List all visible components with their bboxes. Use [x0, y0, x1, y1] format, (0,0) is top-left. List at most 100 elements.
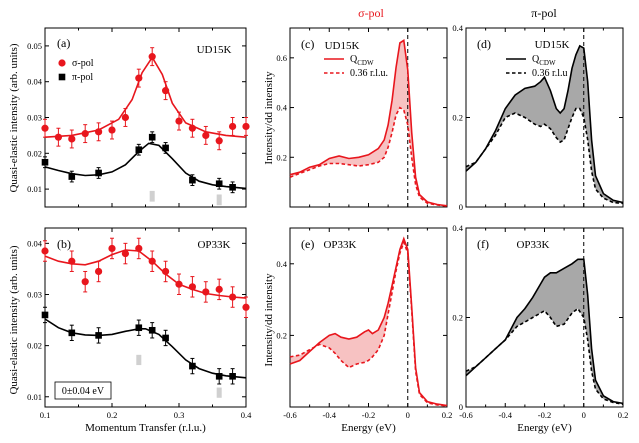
data-point [229, 373, 236, 380]
header-sigma-pol: σ-pol [358, 6, 384, 20]
data-point [229, 122, 237, 131]
y-tick-label: 0.01 [27, 184, 42, 194]
data-point [108, 126, 116, 134]
panel-title: UD15K [325, 40, 360, 52]
x-tick-label: -0.6 [283, 410, 296, 420]
x-tick-label: -0.6 [459, 410, 472, 420]
data-point [68, 135, 76, 143]
data-point [175, 280, 183, 288]
y-tick-label: 0 [459, 402, 463, 412]
data-point [135, 146, 143, 154]
fit-curve-1 [44, 142, 247, 190]
y-tick-label: 0.01 [27, 392, 42, 402]
data-point [108, 244, 116, 253]
gap-bar-0 [136, 354, 142, 366]
data-point [162, 144, 169, 152]
y-tick-label: 0.6 [276, 53, 287, 63]
legend-subscript: CDW [357, 59, 374, 67]
data-point [121, 249, 129, 258]
data-point [95, 267, 103, 276]
header-pi-pol: π-pol [531, 6, 557, 20]
legend-label: π-pol [72, 72, 93, 83]
data-point [95, 332, 102, 339]
spectrum-line-0 [289, 236, 448, 407]
y-tick-label: 0.4 [276, 259, 287, 269]
panel-label: (e) [301, 237, 314, 251]
energy-window-box [54, 381, 112, 400]
panel-b: 0.1 0.2 0.3 0.4 0.01 0.02 0.03 0.04 (b) OP33K Mome… [27, 227, 252, 434]
panel-label: (c) [301, 37, 314, 51]
panel-label: (a) [57, 36, 70, 50]
data-point [215, 285, 223, 293]
data-point [135, 324, 143, 332]
data-point [229, 184, 236, 191]
spectrum-line-1 [465, 307, 624, 406]
y-tick-label: 0.4 [452, 223, 463, 233]
y-tick-label: 0.2 [276, 330, 287, 340]
data-point [41, 158, 49, 166]
data-point [121, 113, 129, 122]
x-axis-label: Energy (eV) [517, 422, 572, 434]
x-tick-label: 0.2 [107, 410, 118, 420]
y-tick-label: 0.2 [452, 113, 463, 123]
data-point [68, 257, 76, 265]
data-point [95, 128, 103, 136]
data-point [54, 133, 63, 141]
y-tick-label: 0.2 [276, 152, 287, 162]
data-point [148, 257, 156, 265]
data-point [229, 293, 237, 301]
ylabel-intensity-top: Intensity/dd intensity [263, 71, 275, 165]
ylabel-quasi-elastic-bottom: Quasi-elastic intensity (arb. units) [8, 245, 20, 394]
data-point [162, 87, 170, 95]
y-tick-label: 0.4 [276, 103, 287, 113]
y-tick-label: 0.02 [27, 148, 42, 158]
legend-marker [58, 59, 66, 67]
legend-label: QCDW [350, 54, 374, 67]
data-point [188, 124, 196, 132]
spectrum-line-0 [465, 44, 624, 204]
panel-label: (b) [57, 237, 71, 251]
plot-frame [289, 27, 448, 208]
data-point [202, 288, 210, 296]
x-tick-label: 0 [406, 410, 410, 420]
y-tick-label: 0.03 [27, 289, 42, 299]
y-tick-label: 0.03 [27, 113, 42, 123]
x-tick-label: -0.2 [362, 410, 375, 420]
panel-title: UD15K [197, 44, 232, 56]
panel-title: OP33K [197, 239, 230, 251]
x-tick-label: 0.2 [618, 410, 629, 420]
x-tick-label: 0 [582, 410, 586, 420]
y-tick-label: 0.04 [27, 238, 43, 248]
gap-bar-0 [149, 190, 155, 202]
legend-label: σ-pol [72, 58, 94, 69]
x-tick-label: -0.2 [538, 410, 551, 420]
panel-label: (d) [477, 37, 491, 51]
data-point [95, 169, 102, 177]
y-tick-label: 0.4 [452, 23, 463, 33]
ylabel-quasi-elastic-top: Quasi-elastic intensity (arb. units) [8, 43, 20, 192]
data-point [162, 267, 170, 276]
data-point [135, 244, 143, 253]
data-point [175, 117, 183, 125]
y-tick-label: 0.05 [27, 41, 42, 51]
legend-label: QCDW [532, 54, 556, 67]
data-point [81, 130, 89, 138]
x-axis-label: Energy (eV) [341, 422, 396, 434]
legend-subscript: CDW [539, 59, 556, 67]
fit-curve-0 [44, 55, 247, 138]
data-point [68, 329, 76, 337]
legend-marker [58, 73, 66, 81]
panel-f: -0.6 -0.4 -0.2 0 0.2 0 0.2 0.4 (f) OP33K Energy (e… [452, 223, 628, 434]
spectrum-line-1 [465, 107, 624, 205]
data-point [41, 124, 49, 132]
panel-title: OP33K [323, 239, 356, 251]
x-tick-label: 0.1 [40, 410, 51, 420]
data-point [215, 137, 223, 145]
spectrum-line-1 [289, 239, 448, 407]
y-tick-label: 0.02 [27, 341, 42, 351]
gap-bar-1 [216, 387, 222, 398]
plot-frame [289, 227, 448, 408]
data-point [135, 74, 143, 82]
spectrum-line-0 [289, 39, 448, 207]
